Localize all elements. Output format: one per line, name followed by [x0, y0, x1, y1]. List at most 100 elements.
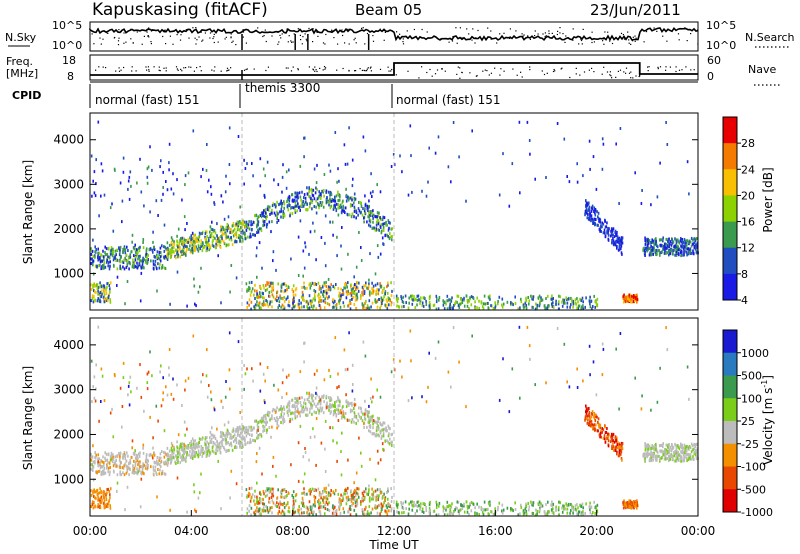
velocity-data-point [355, 513, 358, 517]
nave-dot [665, 69, 667, 71]
power-data-point [288, 304, 291, 308]
power-data-point [286, 204, 289, 208]
power-data-point [343, 286, 345, 290]
velocity-data-point [307, 508, 310, 512]
velocity-data-point [182, 449, 184, 452]
velocity-data-point [308, 489, 310, 493]
velocity-data-point [99, 506, 102, 510]
nave-dot [391, 68, 393, 71]
velocity-data-point [351, 363, 354, 367]
velocity-data-point [95, 470, 97, 474]
power-data-point [277, 282, 279, 286]
noise-search-dot [503, 32, 505, 34]
power-data-point [588, 205, 591, 209]
velocity-data-point [90, 493, 93, 497]
power-data-point [288, 168, 290, 172]
power-data-point [357, 289, 360, 293]
velocity-data-point [293, 505, 295, 509]
power-data-point [223, 217, 226, 221]
velocity-data-point [149, 415, 151, 419]
power-data-point [514, 295, 516, 299]
velocity-data-point [202, 451, 204, 455]
velocity-data-point [251, 493, 254, 497]
velocity-data-point [163, 450, 165, 454]
velocity-data-point [205, 449, 208, 453]
velocity-data-point [238, 439, 240, 443]
power-data-point [232, 221, 235, 225]
velocity-data-point [179, 453, 181, 456]
power-data-point [265, 225, 268, 229]
power-data-point [176, 270, 179, 274]
power-data-point [353, 192, 356, 196]
velocity-data-point [163, 429, 166, 433]
power-data-point [374, 228, 377, 232]
power-data-point [339, 298, 341, 302]
velocity-data-point [147, 463, 149, 467]
power-data-point [677, 240, 680, 244]
velocity-data-point [109, 493, 111, 497]
power-data-point [692, 238, 694, 242]
velocity-data-point [351, 418, 354, 421]
power-data-point [251, 222, 254, 226]
velocity-data-point [298, 396, 301, 400]
power-data-point [107, 246, 110, 250]
noise-search-dot [117, 40, 120, 42]
velocity-data-point [122, 456, 124, 460]
velocity-data-point [238, 433, 241, 437]
noise-search-dot [634, 40, 636, 42]
power-data-point [577, 300, 579, 304]
velocity-data-point [206, 440, 208, 444]
velocity-data-point [207, 448, 210, 452]
power-data-point [603, 228, 606, 232]
velocity-data-point [261, 419, 264, 423]
velocity-data-point [132, 467, 135, 471]
velocity-data-point [134, 456, 137, 460]
noise-search-dot [572, 39, 574, 41]
nave-dot [355, 70, 357, 72]
velocity-data-point [128, 473, 130, 477]
power-data-point [352, 291, 354, 295]
velocity-data-point [388, 426, 390, 430]
noise-search-dot [399, 33, 401, 35]
noise-search-dot [474, 42, 476, 44]
power-data-point [344, 162, 347, 166]
velocity-data-point [369, 425, 372, 429]
noise-search-dot [257, 27, 259, 29]
velocity-data-point [244, 372, 247, 376]
power-data-point [184, 183, 186, 187]
nave-dot [693, 69, 695, 71]
power-data-point [180, 239, 182, 243]
power-data-point [111, 252, 113, 256]
power-data-point [688, 250, 691, 254]
power-data-point [235, 222, 237, 226]
noise-right-tick-top: 10^5 [706, 19, 736, 32]
velocity-data-point [124, 457, 127, 460]
power-data-point [555, 299, 557, 303]
power-data-point [135, 248, 138, 252]
power-data-point [299, 208, 301, 212]
power-data-point [167, 252, 170, 256]
power-data-point [244, 224, 247, 228]
noise-search-dot [344, 42, 346, 44]
velocity-data-point [375, 498, 377, 502]
power-data-point [308, 205, 311, 209]
power-data-point [163, 266, 166, 270]
velocity-data-point [371, 487, 373, 491]
power-data-point [345, 187, 347, 191]
power-data-point [151, 168, 153, 172]
velocity-data-point [342, 405, 344, 409]
velocity-data-point [231, 430, 234, 433]
power-data-point [213, 201, 215, 205]
power-data-point [327, 200, 329, 204]
velocity-data-point [107, 487, 109, 491]
power-data-point [588, 201, 590, 205]
nave-dot [287, 67, 289, 69]
nave-dot [429, 68, 431, 71]
power-data-point [428, 146, 430, 150]
power-data-point [243, 158, 245, 162]
power-data-point [285, 170, 288, 174]
power-data-point [134, 265, 137, 269]
power-colorbar-segment [723, 273, 737, 301]
power-data-point [280, 215, 282, 219]
velocity-data-point [383, 492, 385, 496]
